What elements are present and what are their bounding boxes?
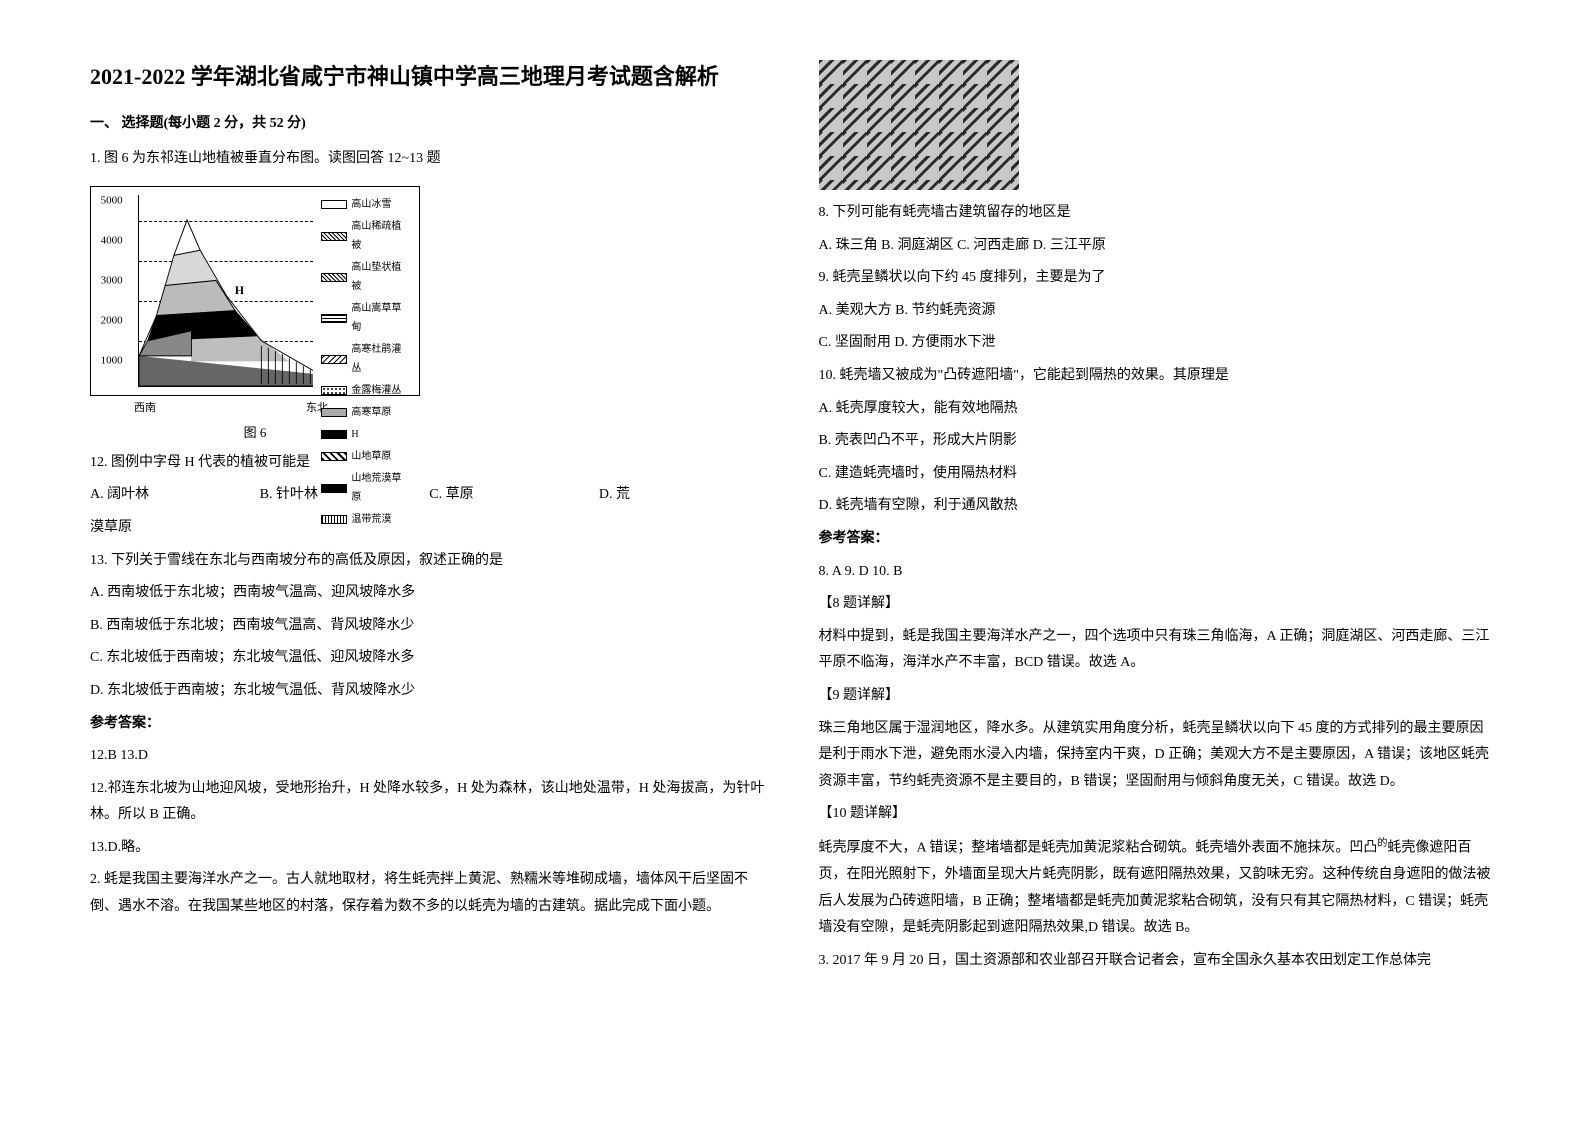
- right-column: 8. 下列可能有蚝壳墙古建筑留存的地区是 A. 珠三角 B. 洞庭湖区 C. 河…: [819, 60, 1498, 1062]
- left-column: 2021-2022 学年湖北省咸宁市神山镇中学高三地理月考试题含解析 一、 选择…: [90, 60, 769, 1062]
- choice: D. 荒: [599, 482, 769, 509]
- ytick: 4000: [101, 231, 123, 252]
- legend-label: 高山垫状植被: [351, 258, 411, 296]
- choice: C. 草原: [429, 482, 599, 509]
- q10: 10. 蚝壳墙又被成为"凸砖遮阳墙"，它能起到隔热的效果。其原理是: [819, 363, 1498, 390]
- exp10-body: 蚝壳厚度不大，A 错误；整堵墙都是蚝壳加黄泥浆粘合砌筑。蚝壳墙外表面不施抹灰。凹…: [819, 834, 1498, 942]
- h-label: H: [235, 279, 244, 302]
- legend-label: 山地草原: [351, 447, 391, 466]
- q10-b: B. 壳表凹凸不平，形成大片阴影: [819, 428, 1498, 455]
- ytick: 2000: [101, 311, 123, 332]
- legend: 高山冰雪 高山稀疏植被 高山垫状植被 高山嵩草草甸 高寒杜鹃灌丛 金露梅灌丛 高…: [313, 195, 411, 387]
- reference-answer-label-2: 参考答案：: [819, 526, 1498, 553]
- q12-d-cont: 漠草原: [90, 515, 769, 542]
- ytick: 5000: [101, 191, 123, 212]
- q9-ab: A. 美观大方 B. 节约蚝壳资源: [819, 298, 1498, 325]
- figure-6: 5000 4000 3000 2000 1000: [90, 186, 420, 446]
- answer-8-10: 8. A 9. D 10. B: [819, 559, 1498, 586]
- exp10-p1: 蚝壳厚度不大，A 错误；整堵墙都是蚝壳加黄泥浆粘合砌筑。蚝壳墙外表面不施抹灰。凹…: [819, 841, 1378, 856]
- legend-label: 金露梅灌丛: [351, 381, 401, 400]
- reference-answer-label: 参考答案：: [90, 711, 769, 738]
- gridline: [139, 301, 314, 302]
- q10-c: C. 建造蚝壳墙时，使用隔热材料: [819, 461, 1498, 488]
- mountain-profile-svg: [139, 195, 314, 386]
- q12: 12. 图例中字母 H 代表的植被可能是: [90, 450, 769, 477]
- q13-b: B. 西南坡低于东北坡；西南坡气温高、背风坡降水少: [90, 613, 769, 640]
- oyster-wall-photo: [819, 60, 1019, 190]
- chart-area: 5000 4000 3000 2000 1000: [138, 195, 314, 387]
- q13: 13. 下列关于雪线在东北与西南坡分布的高低及原因，叙述正确的是: [90, 548, 769, 575]
- legend-label: 高山冰雪: [351, 195, 391, 214]
- q13-d: D. 东北坡低于西南坡；东北坡气温低、背风坡降水少: [90, 678, 769, 705]
- x-left: 西南: [134, 398, 156, 419]
- legend-label: 温带荒漠: [351, 510, 391, 529]
- choice: A. 阔叶林: [90, 482, 260, 509]
- ytick: 3000: [101, 271, 123, 292]
- q10-d: D. 蚝壳墙有空隙，利于通风散热: [819, 493, 1498, 520]
- chart-box: 5000 4000 3000 2000 1000: [90, 186, 420, 396]
- q2-intro: 2. 蚝是我国主要海洋水产之一。古人就地取材，将生蚝壳拌上黄泥、熟糯米等堆砌成墙…: [90, 867, 769, 920]
- exp10-head: 【10 题详解】: [819, 801, 1498, 828]
- exp9-head: 【9 题详解】: [819, 683, 1498, 710]
- q9-cd: C. 坚固耐用 D. 方便雨水下泄: [819, 330, 1498, 357]
- legend-label: 高寒草原: [351, 403, 391, 422]
- q10-a: A. 蚝壳厚度较大，能有效地隔热: [819, 396, 1498, 423]
- gridline: [139, 341, 314, 342]
- legend-label: H: [351, 425, 358, 444]
- explanation-12: 12.祁连东北坡为山地迎风坡，受地形抬升，H 处降水较多，H 处为森林，该山地处…: [90, 776, 769, 829]
- q13-a: A. 西南坡低于东北坡；西南坡气温高、迎风坡降水多: [90, 580, 769, 607]
- q13-c: C. 东北坡低于西南坡；东北坡气温低、迎风坡降水多: [90, 645, 769, 672]
- legend-label: 山地荒漠草原: [351, 469, 411, 507]
- explanation-13: 13.D.略。: [90, 835, 769, 862]
- exp10-sup: 的: [1377, 838, 1387, 849]
- legend-label: 高山稀疏植被: [351, 217, 411, 255]
- answer-12-13: 12.B 13.D: [90, 743, 769, 770]
- gridline: [139, 221, 314, 222]
- q12-choices: A. 阔叶林 B. 针叶林 C. 草原 D. 荒: [90, 482, 769, 509]
- section-heading: 一、 选择题(每小题 2 分，共 52 分): [90, 111, 769, 138]
- q8: 8. 下列可能有蚝壳墙古建筑留存的地区是: [819, 200, 1498, 227]
- ytick: 1000: [101, 351, 123, 372]
- exp8: 材料中提到，蚝是我国主要海洋水产之一，四个选项中只有珠三角临海，A 正确；洞庭湖…: [819, 624, 1498, 677]
- gridline: [139, 261, 314, 262]
- exp9: 珠三角地区属于湿润地区，降水多。从建筑实用角度分析，蚝壳呈鳞状以向下 45 度的…: [819, 716, 1498, 796]
- q3-intro: 3. 2017 年 9 月 20 日，国土资源部和农业部召开联合记者会，宣布全国…: [819, 948, 1498, 975]
- legend-label: 高寒杜鹃灌丛: [351, 340, 411, 378]
- page-title: 2021-2022 学年湖北省咸宁市神山镇中学高三地理月考试题含解析: [90, 60, 769, 93]
- q9: 9. 蚝壳呈鳞状以向下约 45 度排列，主要是为了: [819, 265, 1498, 292]
- legend-label: 高山嵩草草甸: [351, 299, 411, 337]
- exp8-head: 【8 题详解】: [819, 591, 1498, 618]
- q1-intro: 1. 图 6 为东祁连山地植被垂直分布图。读图回答 12~13 题: [90, 146, 769, 173]
- q8-choices: A. 珠三角 B. 洞庭湖区 C. 河西走廊 D. 三江平原: [819, 233, 1498, 260]
